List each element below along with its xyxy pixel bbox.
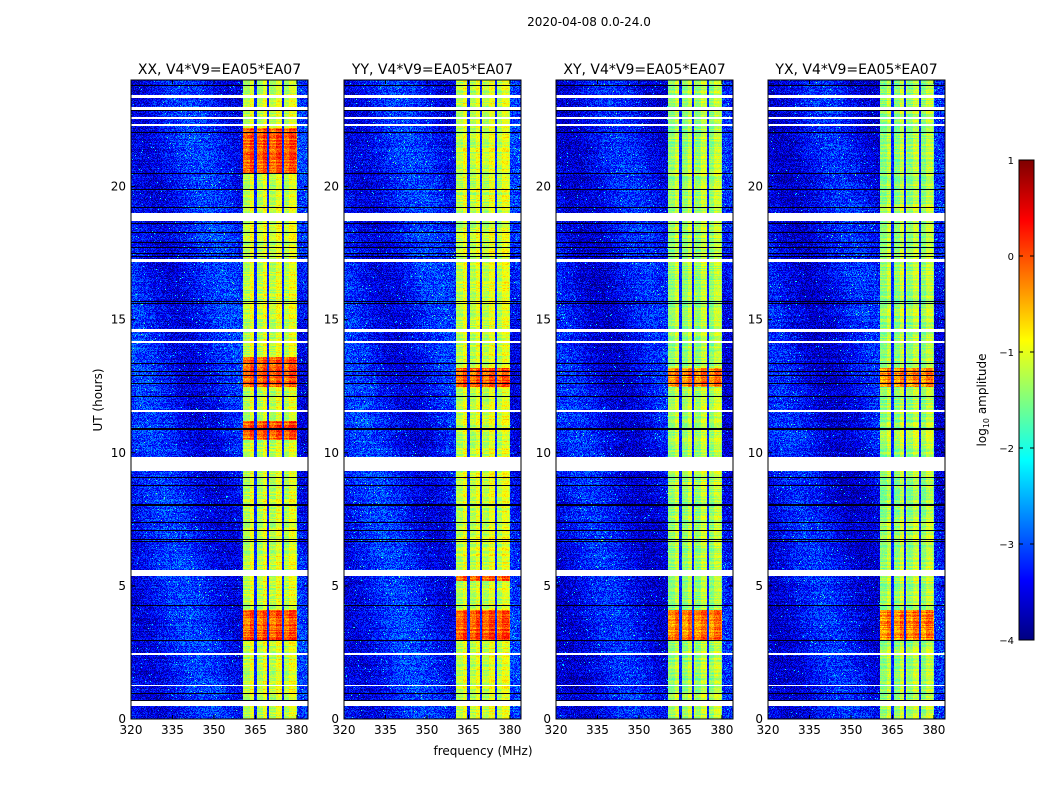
plot-frame bbox=[130, 79, 309, 720]
subplot-1: YY, V4*V9=EA05*EA07 320 335 350 365 380 0 5 10 15… bbox=[324, 62, 522, 737]
colorbar-tick-label: 1 bbox=[1008, 156, 1014, 167]
subplot-title: YY, V4*V9=EA05*EA07 bbox=[351, 62, 513, 78]
x-tick-label: 380 bbox=[285, 723, 308, 737]
y-tick-label: 5 bbox=[118, 579, 126, 593]
x-tick-label: 350 bbox=[416, 723, 439, 737]
y-tick-label: 5 bbox=[331, 579, 339, 593]
colorbar-frame bbox=[1018, 159, 1035, 641]
y-tick-label: 10 bbox=[111, 446, 126, 460]
x-tick-label: 350 bbox=[628, 723, 651, 737]
svg-text:log10 amplitude: log10 amplitude bbox=[975, 354, 991, 447]
y-tick-label: 0 bbox=[543, 712, 551, 726]
spectrogram-heatmap bbox=[768, 80, 945, 719]
y-tick-label: 10 bbox=[748, 446, 763, 460]
colorbar-tick-label: −2 bbox=[999, 444, 1014, 455]
x-tick-label: 365 bbox=[244, 723, 267, 737]
x-axis-label: frequency (MHz) bbox=[433, 744, 532, 758]
x-tick-label: 335 bbox=[798, 723, 821, 737]
colorbar-tick-label: −4 bbox=[999, 636, 1014, 647]
x-tick-label: 335 bbox=[374, 723, 397, 737]
subplot-2: XY, V4*V9=EA05*EA07 320 335 350 365 380 0 5 10 15… bbox=[536, 62, 734, 737]
y-tick-label: 10 bbox=[536, 446, 551, 460]
y-tick-label: 15 bbox=[748, 313, 763, 327]
x-tick-label: 380 bbox=[922, 723, 945, 737]
spectrogram-heatmap bbox=[556, 80, 733, 719]
y-tick-label: 5 bbox=[755, 579, 763, 593]
x-tick-label: 380 bbox=[498, 723, 521, 737]
x-tick-label: 320 bbox=[545, 723, 568, 737]
y-tick-label: 5 bbox=[543, 579, 551, 593]
colorbar-tick-label: −3 bbox=[999, 540, 1014, 551]
y-tick-label: 15 bbox=[324, 313, 339, 327]
x-tick-label: 380 bbox=[710, 723, 733, 737]
colorbar-label: log10 amplitude bbox=[975, 354, 991, 447]
spectrogram-heatmap bbox=[131, 80, 308, 719]
colorbar-tick-label: −1 bbox=[999, 348, 1014, 359]
y-tick-label: 20 bbox=[111, 180, 126, 194]
x-tick-label: 320 bbox=[120, 723, 143, 737]
colorbar-tick-label: 0 bbox=[1008, 252, 1014, 263]
y-axis-label: UT (hours) bbox=[91, 368, 105, 431]
plot-frame bbox=[767, 79, 946, 720]
y-tick-label: 0 bbox=[118, 712, 126, 726]
x-tick-label: 350 bbox=[203, 723, 226, 737]
x-tick-label: 365 bbox=[881, 723, 904, 737]
y-tick-label: 15 bbox=[111, 313, 126, 327]
y-tick-label: 10 bbox=[324, 446, 339, 460]
subplot-3: YX, V4*V9=EA05*EA07 320 335 350 365 380 0 5 10 15… bbox=[748, 62, 946, 737]
x-tick-label: 320 bbox=[757, 723, 780, 737]
y-tick-label: 20 bbox=[536, 180, 551, 194]
subplot-title: XY, V4*V9=EA05*EA07 bbox=[563, 62, 725, 78]
plot-frame bbox=[555, 79, 734, 720]
x-tick-label: 335 bbox=[586, 723, 609, 737]
subplot-title: YX, V4*V9=EA05*EA07 bbox=[774, 62, 937, 78]
figure-title: 2020-04-08 0.0-24.0 bbox=[527, 15, 651, 29]
y-tick-label: 0 bbox=[331, 712, 339, 726]
x-tick-label: 320 bbox=[333, 723, 356, 737]
x-tick-label: 365 bbox=[669, 723, 692, 737]
y-tick-label: 20 bbox=[324, 180, 339, 194]
subplot-0: XX, V4*V9=EA05*EA07 320 335 350 365 380 0 5 10 15… bbox=[111, 62, 309, 737]
spectrogram-heatmap bbox=[344, 80, 521, 719]
x-tick-label: 335 bbox=[161, 723, 184, 737]
x-tick-label: 350 bbox=[840, 723, 863, 737]
subplot-title: XX, V4*V9=EA05*EA07 bbox=[138, 62, 301, 78]
y-tick-label: 0 bbox=[755, 712, 763, 726]
colorbar bbox=[1019, 160, 1034, 640]
y-tick-label: 15 bbox=[536, 313, 551, 327]
x-tick-label: 365 bbox=[457, 723, 480, 737]
plot-frame bbox=[343, 79, 522, 720]
y-tick-label: 20 bbox=[748, 180, 763, 194]
